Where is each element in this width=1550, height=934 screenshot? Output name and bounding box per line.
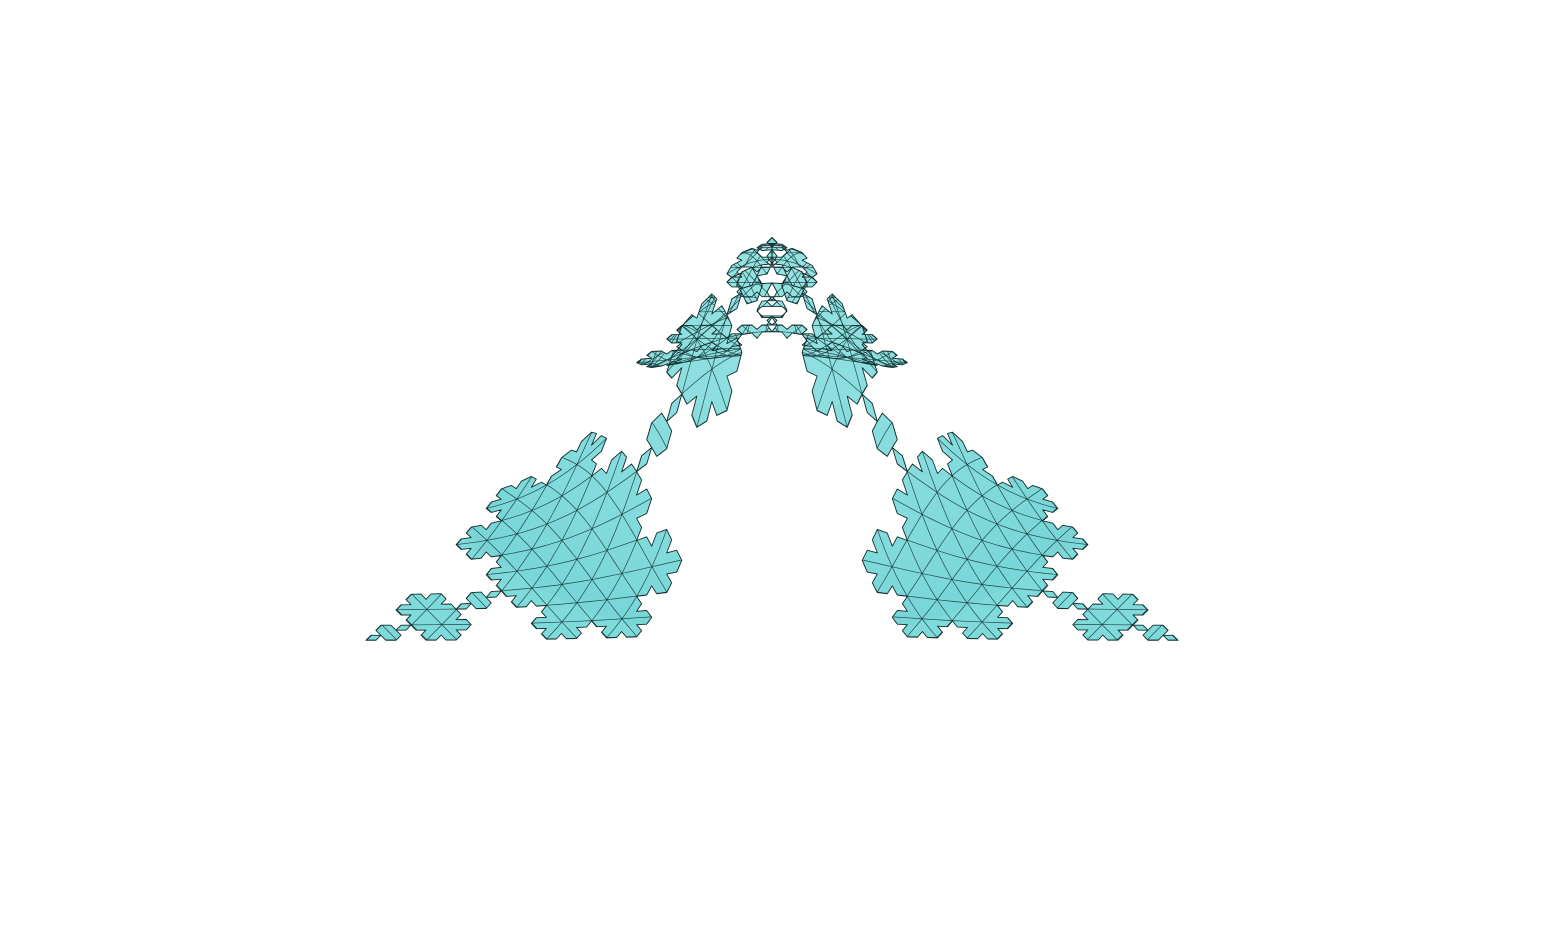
mesh-line: [365, 284, 768, 641]
mesh-line: [720, 269, 1179, 641]
mesh-line: [365, 394, 616, 641]
surface-outline: [365, 236, 1179, 641]
mesh-line: [956, 424, 1179, 641]
mesh-line: [365, 277, 796, 641]
mesh-line: [365, 269, 824, 641]
mesh-line: [776, 284, 1179, 641]
mesh-line: [928, 394, 1179, 641]
mesh-line: [365, 424, 588, 641]
mesh-line: [748, 277, 1179, 641]
